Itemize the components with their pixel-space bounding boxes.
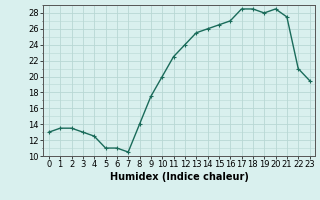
X-axis label: Humidex (Indice chaleur): Humidex (Indice chaleur): [110, 172, 249, 182]
